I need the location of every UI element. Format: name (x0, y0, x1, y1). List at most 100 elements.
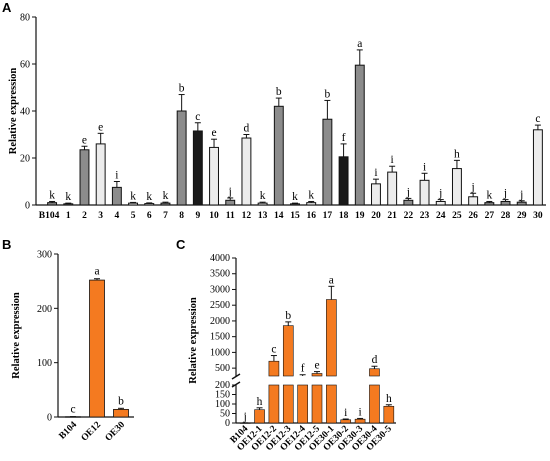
panel-c-sig-0: j (243, 411, 247, 423)
panel-a-sig-6: k (146, 191, 152, 203)
panel-a-sig-19: a (357, 38, 362, 50)
panel-a-xtick-label-10: 10 (209, 211, 219, 221)
panel-c-sig-6: a (329, 274, 334, 286)
panel-a-bar-8 (176, 110, 187, 206)
panel-c-bar-9 (369, 368, 380, 377)
panel-a-sig-4: i (115, 170, 118, 182)
panel-a-xtick-label-2: 2 (82, 211, 87, 221)
panel-a-sig-20: i (374, 167, 377, 179)
panel-c-ytick-label-low-4: 200 (215, 380, 230, 391)
panel-a-xtick-label-26: 26 (468, 211, 478, 221)
panel-a-sig-10: e (211, 127, 216, 139)
panel-a-sig-7: k (163, 190, 169, 202)
panel-a-sig-24: j (438, 188, 442, 200)
panel-b-chart: 0 100 200 300 Relative expression c B104 a OE12 b… (11, 250, 134, 444)
panel-b-bar-2 (113, 408, 129, 418)
panel-a-sig-13: k (260, 190, 266, 202)
panel-b-ytick-label-3: 300 (37, 250, 52, 261)
panel-a-xtick-label-20: 20 (371, 211, 381, 221)
panel-c-sig-5: e (314, 360, 319, 372)
panel-a-bar-29 (516, 201, 527, 206)
panel-a-sig-23: i (423, 161, 426, 173)
panel-a-bar-10 (209, 146, 219, 206)
panel-c-ytick-label-up-1: 1000 (210, 347, 230, 358)
panel-a-xtick-label-11: 11 (226, 211, 235, 221)
panel-c-break-mark-upper (231, 373, 241, 380)
panel-a-bar-30 (532, 129, 543, 206)
panel-a-xtick-label-24: 24 (436, 211, 446, 221)
panel-c-bar-low-6 (326, 384, 337, 424)
panel-c-bar-low-5 (311, 384, 323, 424)
panel-c-sig-7: i (344, 407, 347, 419)
panel-a-xtick-label-12: 12 (242, 211, 252, 221)
panel-b-sig-0: c (70, 404, 75, 416)
panel-c-bar-low-2 (268, 384, 280, 424)
panel-a-xtick-label-15: 15 (290, 211, 300, 221)
panel-a-xtick-label-27: 27 (485, 211, 495, 221)
panel-c-sig-3: b (285, 310, 291, 322)
panel-a-bar-7 (160, 202, 171, 206)
panel-a-sig-2: e (82, 134, 87, 146)
panel-c-bar-3 (282, 325, 294, 377)
panel-a-sig-29: j (519, 189, 523, 201)
panel-letter-c: C (176, 237, 186, 252)
panel-a-sig-14: b (276, 86, 282, 98)
panel-a-bar-24 (435, 200, 446, 206)
panel-c-bar-8 (354, 418, 366, 424)
panel-c-ytick-label-up-4: 2500 (210, 300, 230, 311)
panel-c-ytick-label-up-2: 1500 (210, 332, 230, 343)
panel-c-bar-1 (254, 409, 265, 424)
panel-a-xtick-label-5: 5 (131, 211, 136, 221)
panel-a-xtick-label-13: 13 (258, 211, 268, 221)
panel-a-bar-4 (111, 186, 122, 206)
panel-a-bar-12 (241, 137, 252, 206)
panel-a-sig-30: c (535, 113, 540, 125)
panel-a-sig-9: c (195, 111, 200, 123)
panel-a-bar-27 (484, 202, 495, 206)
panel-a-sig-18: f (342, 132, 346, 144)
panel-b-xtick-label-0: B104 (57, 420, 79, 442)
panel-a-xtick-label-7: 7 (163, 211, 168, 221)
panel-a-chart: 0 20 40 60 80 Relative expression k B104 k 1 e 2 e 3 i… (8, 13, 546, 221)
panel-a-bar-11 (225, 199, 236, 206)
panel-a-bar-14 (273, 105, 284, 206)
panel-c-ytick-label-up-3: 2000 (210, 316, 230, 327)
panel-c-sig-9: d (372, 354, 378, 366)
panel-c-ytick-label-low-1: 50 (220, 409, 230, 420)
panel-c-bar-7 (340, 419, 352, 424)
panel-c-ytick-label-low-3: 150 (215, 390, 230, 401)
panel-a-sig-21: i (391, 154, 394, 166)
panel-a-ytick-label-4: 80 (20, 13, 30, 24)
panel-b-ytick-label-1: 100 (37, 358, 52, 369)
panel-b-sig-2: b (118, 395, 124, 407)
panel-a-sig-8: b (179, 83, 185, 95)
panel-b-xtick-label-2: OE30 (104, 420, 128, 444)
panel-a-bar-17 (322, 118, 333, 206)
panel-a-xtick-label-8: 8 (179, 211, 184, 221)
panel-c-ytick-label-up-0: 500 (215, 363, 230, 374)
panel-a-sig-26: j (471, 181, 475, 193)
panel-a-xtick-label-0: B104 (39, 211, 60, 221)
panel-b-bar-1 (89, 279, 105, 418)
panel-a-sig-28: j (503, 188, 507, 200)
panel-a-sig-12: d (244, 123, 250, 135)
panel-c-ytick-label-low-0: 0 (225, 418, 230, 429)
panel-a-xtick-label-17: 17 (323, 211, 333, 221)
panel-a-bar-2 (79, 149, 90, 206)
panel-c-ytick-label-up-5: 3000 (210, 284, 230, 295)
panel-b-xtick-label-1: OE12 (80, 420, 104, 444)
panel-c-ytick-label-up-6: 3500 (210, 269, 230, 280)
panel-c-ylabel: Relative expression (188, 297, 199, 384)
panel-a-xtick-label-3: 3 (98, 211, 103, 221)
panel-a-bar-19 (354, 64, 365, 206)
panel-a-xtick-label-23: 23 (420, 211, 430, 221)
panel-a-sig-25: h (454, 148, 460, 160)
panel-a-bar-3 (95, 143, 106, 206)
panel-a-ylabel: Relative expression (8, 68, 19, 155)
panel-a-xtick-label-22: 22 (404, 211, 414, 221)
panel-a-sig-1: k (65, 191, 71, 203)
panel-c-bar-6 (326, 299, 337, 377)
panel-c-bar-2 (268, 360, 280, 377)
panel-a-xtick-label-28: 28 (501, 211, 511, 221)
panel-c-sig-4: f (301, 363, 305, 375)
